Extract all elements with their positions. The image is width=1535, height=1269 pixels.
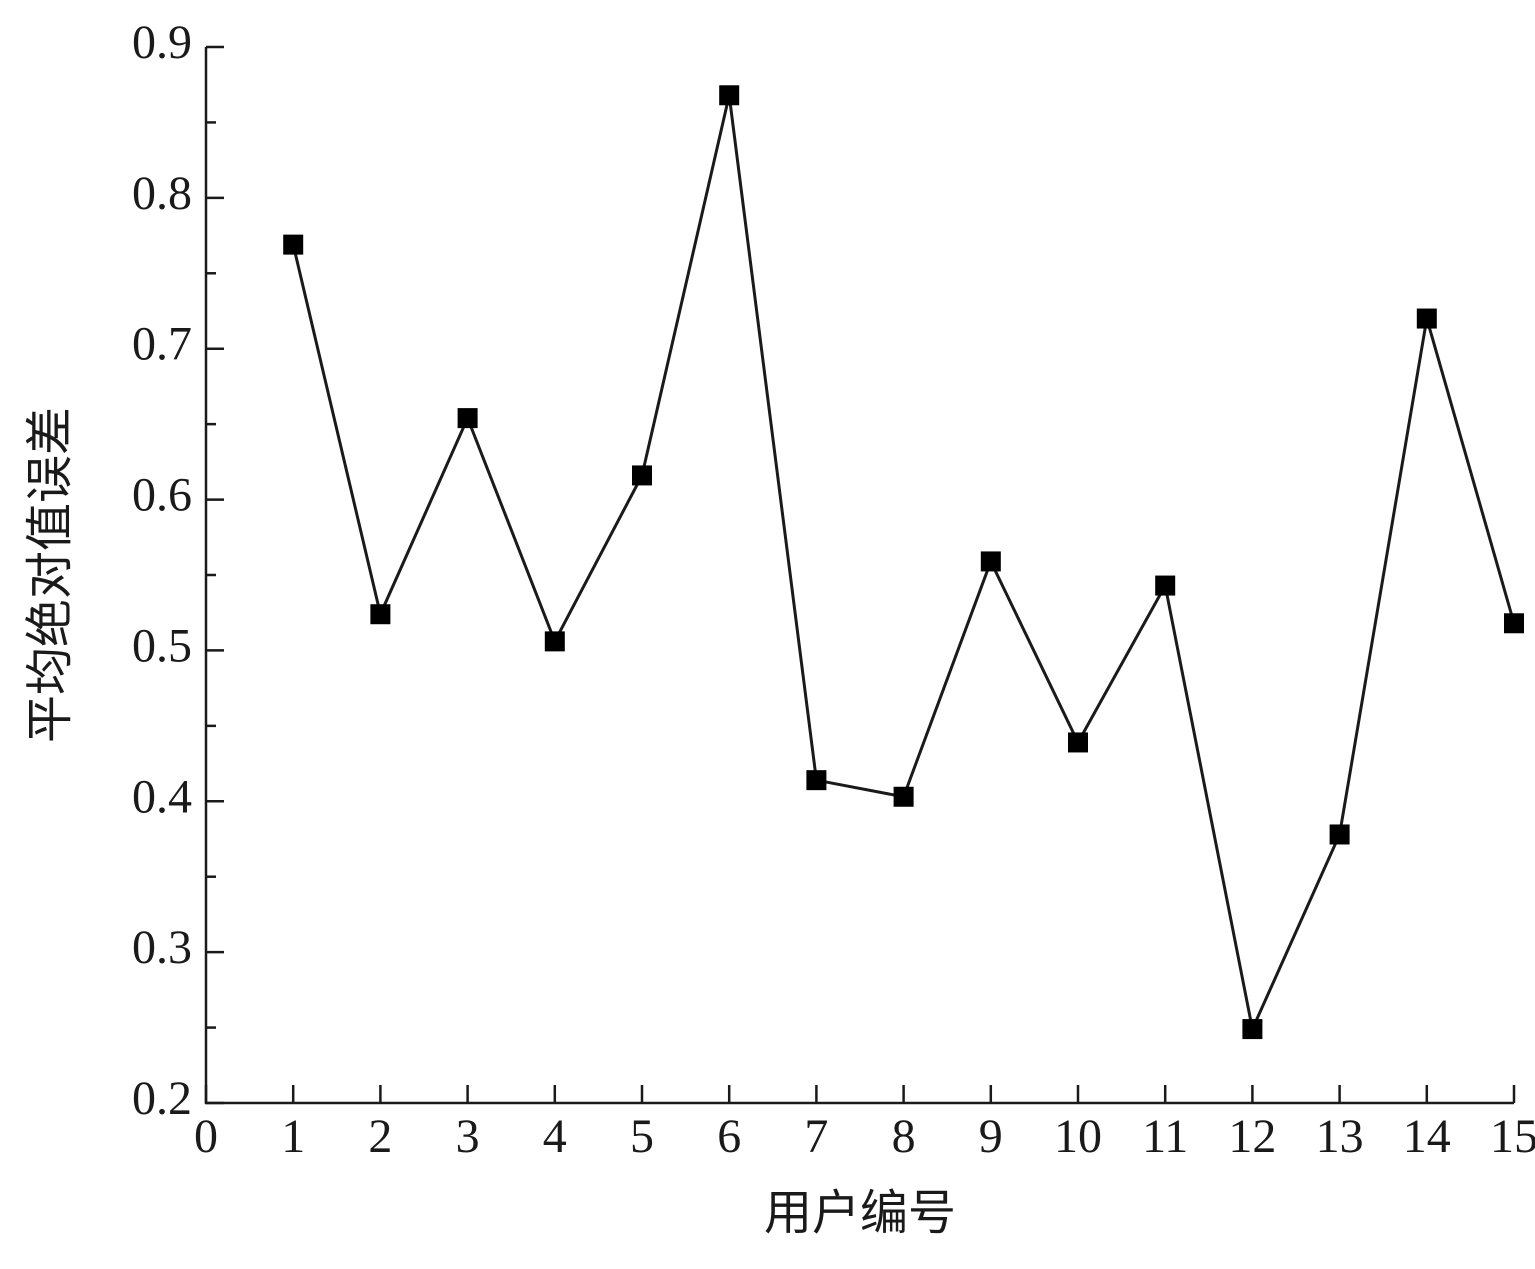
- x-tick-label: 8: [892, 1110, 916, 1163]
- y-tick-label: 0.8: [132, 167, 192, 220]
- marker: [632, 465, 652, 486]
- y-tick-label: 0.7: [132, 318, 192, 371]
- x-tick-label: 11: [1142, 1110, 1188, 1163]
- x-tick-label: 4: [543, 1110, 567, 1163]
- x-tick-label: 0: [194, 1110, 218, 1163]
- x-tick-label: 9: [979, 1110, 1003, 1163]
- y-tick-label: 0.5: [132, 619, 192, 672]
- marker: [457, 408, 478, 429]
- marker: [980, 551, 1001, 572]
- marker: [719, 85, 740, 106]
- y-tick-label: 0.4: [132, 770, 192, 823]
- marker: [283, 234, 304, 255]
- y-tick-label: 0.9: [132, 16, 192, 69]
- x-tick-label: 13: [1316, 1110, 1364, 1163]
- y-tick-label: 0.2: [132, 1072, 192, 1125]
- x-tick-label: 6: [717, 1110, 741, 1163]
- y-tick-label: 0.3: [132, 921, 192, 974]
- marker: [1155, 575, 1176, 596]
- marker: [1329, 824, 1350, 845]
- marker: [370, 604, 391, 625]
- x-tick-label: 3: [456, 1110, 480, 1163]
- x-tick-label: 10: [1054, 1110, 1102, 1163]
- x-tick-label: 15: [1490, 1110, 1535, 1163]
- marker: [1242, 1019, 1263, 1040]
- x-tick-label: 7: [804, 1110, 828, 1163]
- x-axis-label: 用户编号: [764, 1187, 956, 1240]
- marker: [806, 770, 827, 791]
- x-tick-label: 5: [630, 1110, 654, 1163]
- marker: [893, 786, 914, 807]
- x-tick-label: 1: [281, 1110, 305, 1163]
- marker: [1068, 732, 1088, 753]
- x-tick-label: 2: [368, 1110, 392, 1163]
- marker: [544, 631, 565, 652]
- x-tick-label: 14: [1403, 1110, 1451, 1163]
- x-tick-label: 12: [1228, 1110, 1276, 1163]
- marker: [1504, 613, 1524, 634]
- y-axis-label: 平均绝对值误差: [24, 407, 77, 743]
- marker: [1416, 308, 1437, 329]
- y-tick-label: 0.6: [132, 469, 192, 522]
- data-line: [291, 94, 1516, 1035]
